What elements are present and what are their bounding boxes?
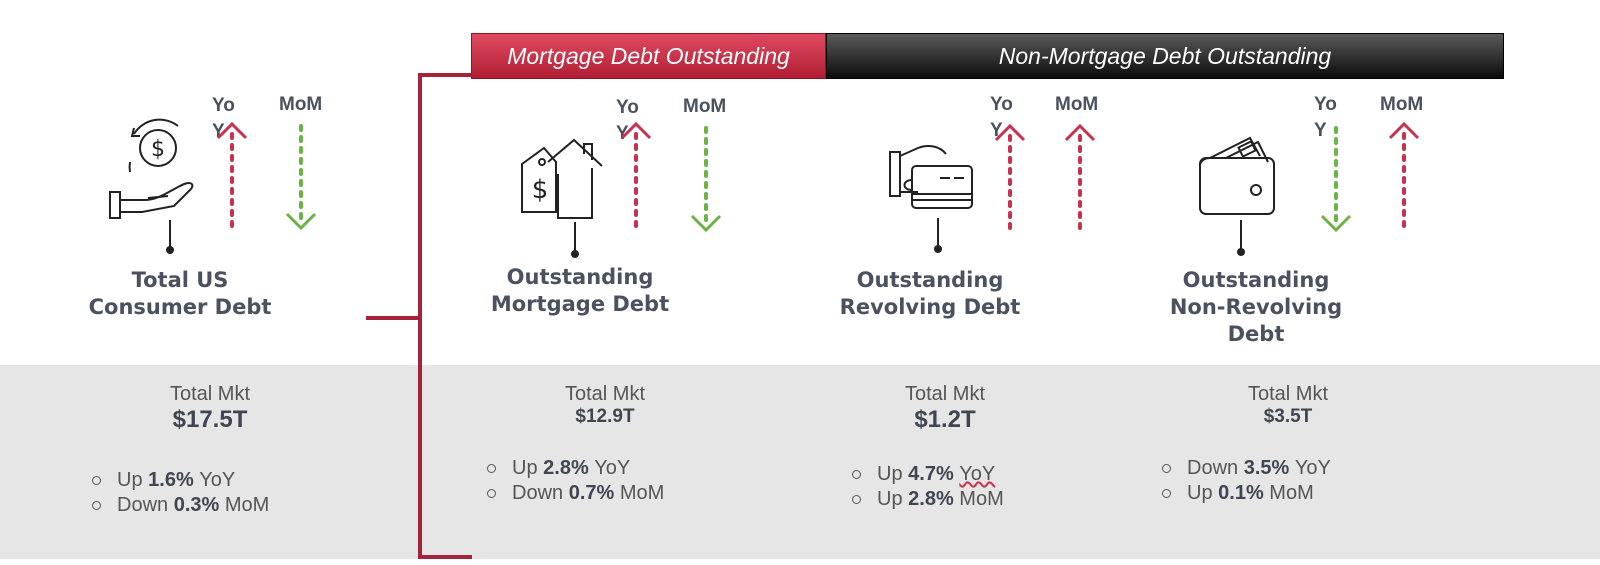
change-list: Down 3.5% YoY Up 0.1% MoM [1162, 456, 1331, 506]
house-price-tag-icon: $ [518, 134, 608, 226]
mom-down-arrow [688, 124, 724, 241]
non-mortgage-debt-banner: Non-Mortgage Debt Outstanding [826, 33, 1504, 79]
yoy-label: YoY [212, 95, 235, 142]
yoy-up-arrow [992, 122, 1028, 239]
list-item: Up 1.6% YoY [92, 468, 269, 493]
money-hand-icon: $ [108, 112, 204, 222]
list-item: Down 3.5% YoY [1162, 456, 1331, 481]
change-list: Up 1.6% YoY Down 0.3% MoM [92, 468, 269, 518]
icon-stem-dot [166, 246, 174, 254]
category-title: Outstanding Mortgage Debt [490, 265, 670, 316]
category-title: Outstanding Non-Revolving Debt [1169, 268, 1343, 346]
credit-card-hand-icon [888, 140, 978, 216]
mom-label: MoM [683, 96, 727, 117]
svg-text:$: $ [151, 137, 165, 162]
mom-up-arrow [1386, 120, 1422, 237]
list-item: Down 0.7% MoM [487, 481, 664, 506]
list-item: Down 0.3% MoM [92, 493, 269, 518]
total-mkt-block: Total Mkt $12.9T [564, 383, 646, 427]
category-title: Total US Consumer Debt [88, 268, 272, 319]
mortgage-debt-banner: Mortgage Debt Outstanding [471, 33, 826, 79]
bracket-bottom-arm [418, 555, 472, 559]
list-item: Up 2.8% YoY [487, 456, 664, 481]
list-item: Up 2.8% MoM [852, 487, 1004, 512]
yoy-up-arrow [618, 120, 654, 237]
list-item: Up 4.7% YoY [852, 462, 1004, 487]
icon-stem [169, 220, 171, 248]
svg-text:$: $ [532, 175, 549, 205]
bracket-top-arm [418, 73, 472, 77]
icon-stem-dot [1237, 248, 1245, 256]
yoy-label: YoY [1314, 94, 1337, 141]
total-mkt-block: Total Mkt $3.5T [1247, 383, 1329, 427]
mom-label: MoM [279, 94, 323, 115]
yoy-up-arrow [214, 120, 250, 237]
yoy-down-arrow [1318, 124, 1354, 241]
list-item: Up 0.1% MoM [1162, 481, 1331, 506]
summary-band [0, 365, 1600, 559]
change-list: Up 2.8% YoY Down 0.7% MoM [487, 456, 664, 506]
mom-label: MoM [1055, 94, 1099, 115]
category-title: Outstanding Revolving Debt [839, 268, 1021, 319]
icon-stem-dot [571, 250, 579, 258]
icon-stem [937, 218, 939, 248]
icon-stem [1240, 220, 1242, 250]
bracket-left-arm [366, 316, 420, 320]
bracket-connector [418, 73, 422, 558]
icon-stem-dot [934, 245, 942, 253]
change-list: Up 4.7% YoY Up 2.8% MoM [852, 462, 1004, 512]
yoy-label: YoY [616, 97, 639, 144]
mom-label: MoM [1380, 94, 1424, 115]
wallet-cash-icon [1196, 134, 1286, 220]
icon-stem [574, 222, 576, 252]
total-mkt-block: Total Mkt $17.5T [169, 383, 251, 433]
mom-down-arrow [283, 122, 319, 239]
mom-up-arrow [1062, 122, 1098, 239]
total-mkt-block: Total Mkt $1.2T [904, 383, 986, 433]
